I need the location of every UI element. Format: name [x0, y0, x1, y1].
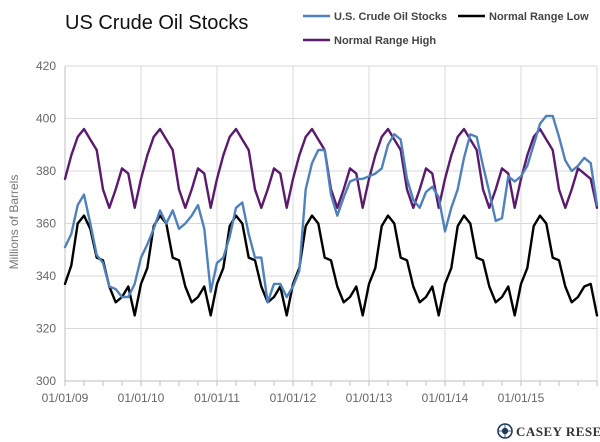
- x-tick-label: 01/01/11: [194, 391, 240, 405]
- y-tick-label: 300: [36, 374, 56, 388]
- legend-label-normal-range-high: Normal Range High: [334, 35, 436, 47]
- legend-item-us-crude-oil-stocks: U.S. Crude Oil Stocks: [303, 11, 447, 23]
- x-tick-label: 01/01/15: [498, 391, 545, 405]
- legend-item-normal-range-low: Normal Range Low: [458, 11, 589, 23]
- grid: [65, 65, 598, 381]
- x-tick-label: 01/01/12: [270, 391, 317, 405]
- y-tick-label: 400: [36, 112, 56, 126]
- y-tick-label: 360: [36, 217, 56, 231]
- legend-item-normal-range-high: Normal Range High: [303, 35, 436, 47]
- y-tick-label: 420: [36, 59, 56, 73]
- casey-research-logo-icon: [497, 423, 513, 439]
- series-line-u-s-crude-oil-stocks: [63, 114, 599, 304]
- legend-label-normal-range-low: Normal Range Low: [489, 11, 589, 23]
- series-line-normal-range-low: [63, 214, 599, 317]
- legend: U.S. Crude Oil Stocks Normal Range Low N…: [303, 11, 589, 47]
- x-tick-label: 01/01/13: [346, 391, 393, 405]
- y-tick-label: 380: [36, 164, 56, 178]
- series-lines: [63, 114, 599, 317]
- brand-name: CASEY RESEARCH: [516, 424, 600, 439]
- y-tick-label: 340: [36, 269, 56, 283]
- axes: 300 320 340 360 380 400 420 01/01/09 01/01/10 01/…: [36, 59, 598, 405]
- x-tick-label: 01/01/10: [118, 391, 165, 405]
- x-tick-label: 01/01/09: [42, 391, 89, 405]
- brand-logo: CASEY RESEARCH: [497, 423, 600, 439]
- legend-label-us-crude-oil-stocks: U.S. Crude Oil Stocks: [334, 11, 447, 23]
- x-tick-label: 01/01/14: [422, 391, 469, 405]
- y-axis-title: Millions of Barrels: [7, 175, 21, 270]
- chart-title: US Crude Oil Stocks: [65, 12, 248, 34]
- y-tick-label: 320: [36, 322, 56, 336]
